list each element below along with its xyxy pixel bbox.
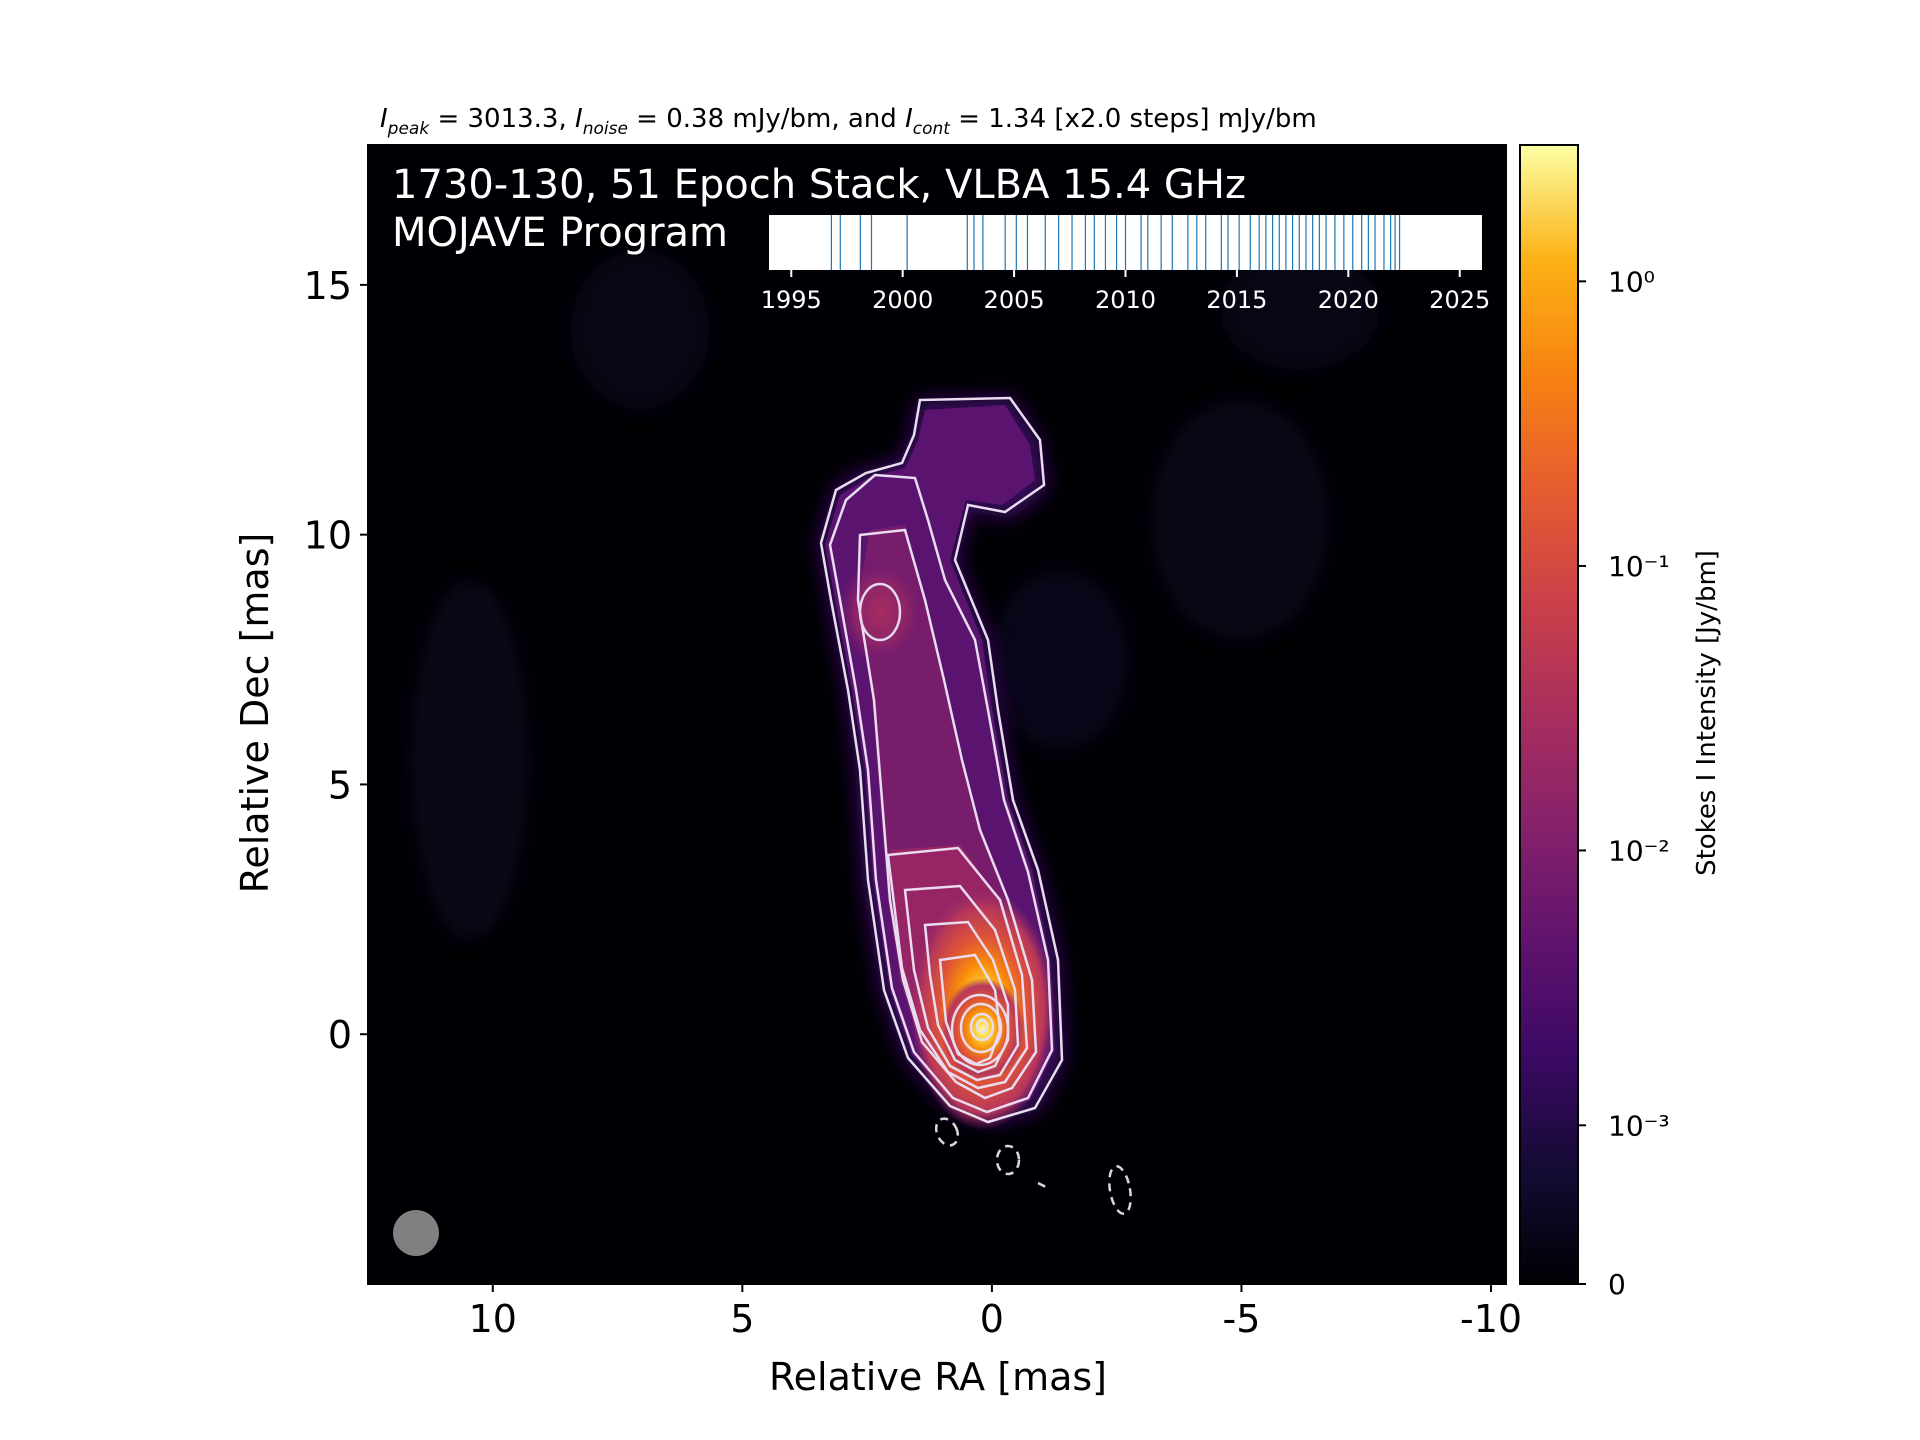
contour-level-7 [938,953,1002,1066]
contour-level-6 [923,920,1010,1074]
colorbar-tick-label: 0 [1608,1268,1626,1301]
y-tick-label: 5 [328,763,352,807]
noise-patch [410,580,530,940]
x-tick-label: 0 [980,1297,1004,1341]
core-peak [941,978,1025,1082]
y-axis-ticks: 0 5 10 15 [304,264,368,1057]
negative-contours [934,1117,1132,1215]
negative-contour [1037,1181,1047,1189]
colorbar-tick-label: 10⁰ [1608,265,1655,298]
colorbar-tick-label: 10⁻³ [1608,1109,1670,1142]
noise-patch [570,250,710,410]
timeline-tick-label: 2010 [1095,286,1156,314]
y-tick-label: 15 [304,264,352,308]
contour-level-11 [975,1018,989,1034]
image-stats-header: Ipeak = 3013.3, Inoise = 0.38 mJy/bm, an… [380,104,1317,139]
restoring-beam [393,1210,439,1256]
negative-contour [934,1117,960,1147]
y-axis-label: Relative Dec [mas] [233,533,277,894]
colorbar: 0 10⁻³ 10⁻² 10⁻¹ 10⁰ Stokes I Intensity [Jy/… [1519,144,1722,1301]
epoch-timeline: 1995 2000 2005 2010 2015 2020 2025 [761,215,1490,314]
contour-level-4 [886,846,1029,1090]
colorbar-frame [1519,144,1579,1285]
x-tick-label: 5 [730,1297,754,1341]
colorbar-ticks: 0 10⁻³ 10⁻² 10⁻¹ 10⁰ [1578,265,1670,1301]
contour-level-9 [959,1002,1003,1054]
noise-patch [1220,250,1380,370]
colorbar-label: Stokes I Intensity [Jy/bm] [1692,550,1722,876]
x-axis-ticks: 10 5 0 -5 -10 [469,1284,1522,1341]
colorbar-tick-label: 10⁻¹ [1608,550,1670,583]
y-tick-label: 0 [328,1013,352,1057]
contour-level-2 [828,473,1054,1114]
contour-level-8 [950,993,1010,1067]
x-axis-label: Relative RA [mas] [769,1355,1107,1399]
noise-patch [990,570,1130,750]
timeline-tick-label: 2020 [1318,286,1379,314]
x-tick-label: -10 [1460,1297,1522,1341]
negative-contour [1108,1165,1132,1215]
contour-level-10 [969,1012,995,1042]
intensity-map [367,144,1507,1285]
contour-level-3 [856,528,1038,1100]
timeline-tick-label: 2005 [984,286,1045,314]
timeline-ticks: 1995 2000 2005 2010 2015 2020 2025 [761,270,1490,314]
timeline-tick-label: 2000 [872,286,933,314]
map-frame [367,144,1507,1285]
contour-level-5 [903,884,1020,1082]
y-tick-label: 10 [304,514,352,558]
program-name: MOJAVE Program [392,210,728,256]
contour-set [819,396,1064,1124]
noise-patch [1150,400,1330,640]
contour-level-1 [819,396,1064,1124]
negative-contour [995,1144,1021,1176]
contour-knot [858,582,902,642]
timeline-tick-label: 2025 [1429,286,1490,314]
timeline-tick-label: 1995 [761,286,822,314]
colorbar-gradient [1520,145,1578,1284]
x-tick-label: -5 [1223,1297,1261,1341]
x-tick-label: 10 [469,1297,517,1341]
timeline-epoch-lines [830,215,1401,270]
colorbar-tick-label: 10⁻² [1608,834,1670,867]
source-title: 1730-130, 51 Epoch Stack, VLBA 15.4 GHz [392,162,1246,208]
timeline-tick-label: 2015 [1206,286,1267,314]
